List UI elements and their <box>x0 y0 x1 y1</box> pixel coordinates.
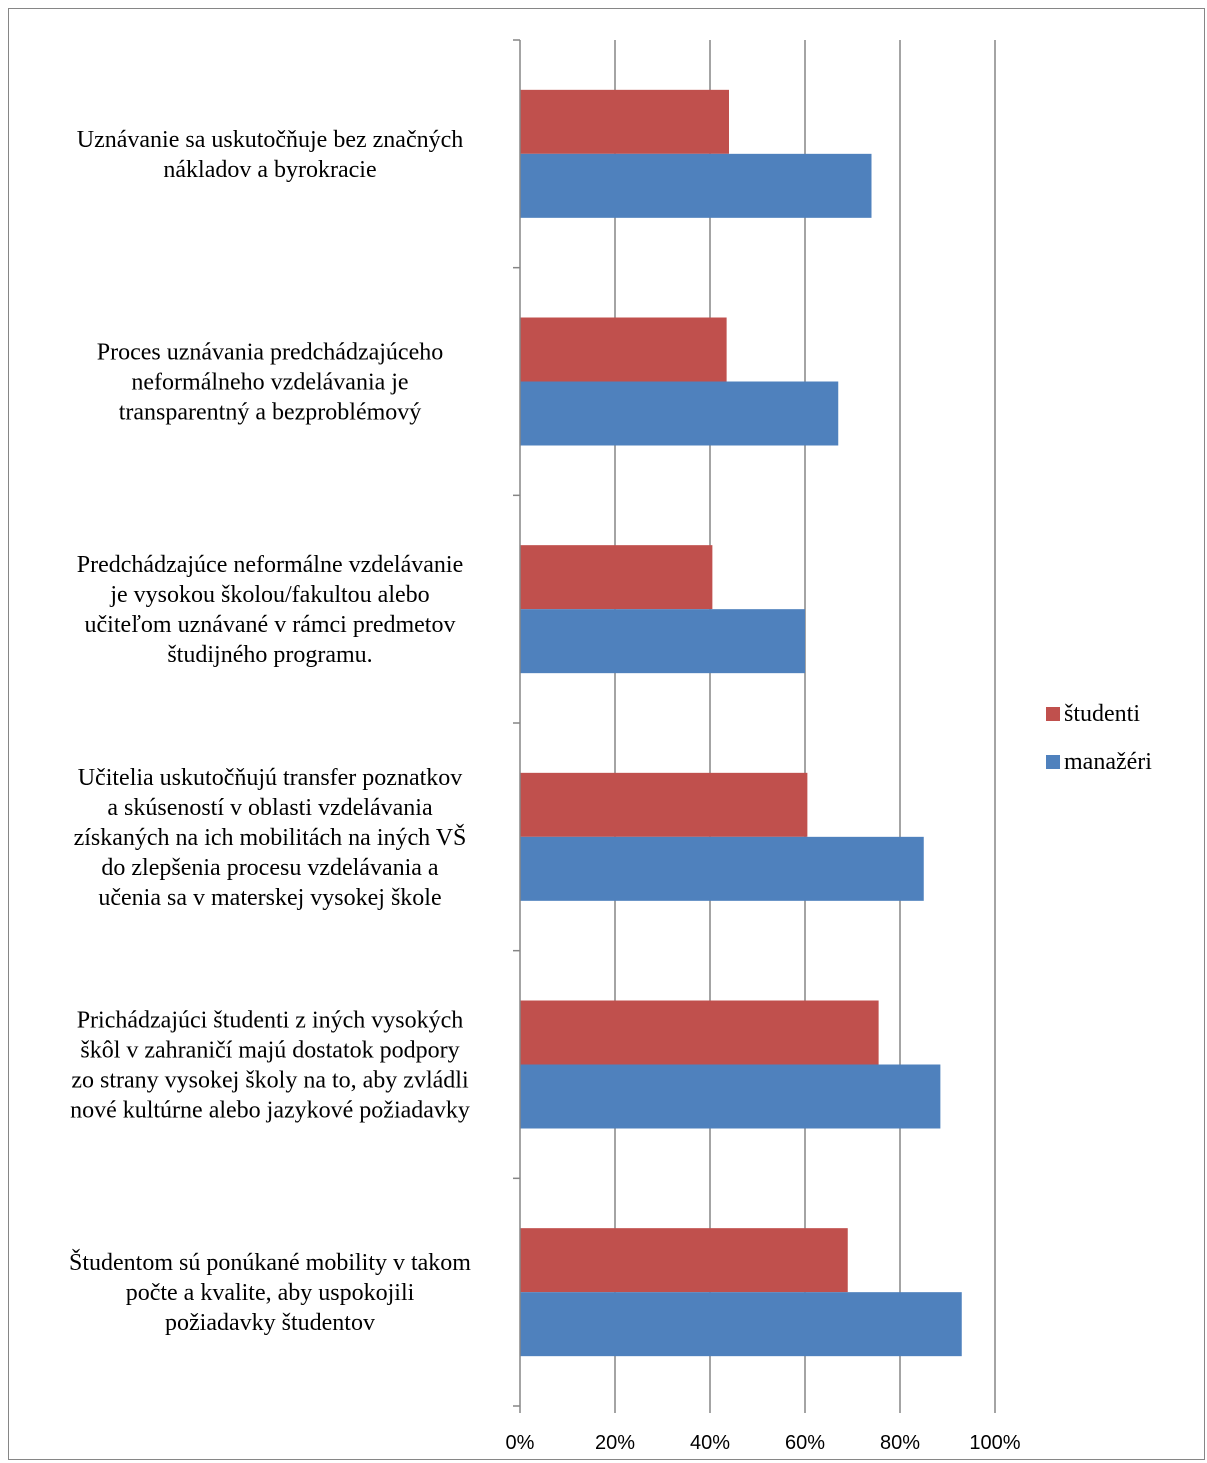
x-tick-label-40: 40% <box>690 1432 730 1454</box>
category-label-line: Prichádzajúci študenti z iných vysokých <box>77 1008 464 1034</box>
category-label-line: je vysokou školou/fakultou alebo <box>109 582 429 608</box>
category-label-5: Prichádzajúci študenti z iných vysokých š… <box>70 1008 470 1124</box>
x-tick-label-0: 0% <box>506 1432 535 1454</box>
category-label-line: Proces uznávania predchádzajúceho <box>97 340 444 366</box>
x-tick-label-20: 20% <box>595 1432 635 1454</box>
category-label-line: Študentom sú ponúkané mobility v takom <box>69 1249 471 1276</box>
x-tick-label-60: 60% <box>785 1432 825 1454</box>
category-label-line: učenia sa v materskej vysokej škole <box>98 885 441 911</box>
category-label-line: do zlepšenia procesu vzdelávania a <box>101 855 439 881</box>
category-label-line: Uznávanie sa uskutočňuje bez značných <box>77 127 464 153</box>
bar-studenti-5 <box>520 1000 879 1065</box>
category-label-4: Učitelia uskutočňujú transfer poznatkov a… <box>74 765 467 911</box>
category-label-3: Predchádzajúce neformálne vzdelávanie je … <box>77 552 463 668</box>
category-label-line: Učitelia uskutočňujú transfer poznatkov <box>78 765 463 791</box>
bar-studenti-1 <box>520 89 729 154</box>
bar-studenti-4 <box>520 772 808 837</box>
legend-swatch-manazeri <box>1046 755 1060 769</box>
category-label-6: Študentom sú ponúkané mobility v takom po… <box>69 1249 471 1336</box>
bar-manazeri-6 <box>520 1292 962 1357</box>
category-label-line: zo strany vysokej školy na to, aby zvlád… <box>71 1068 469 1094</box>
category-label-line: nové kultúrne alebo jazykové požiadavky <box>70 1098 470 1124</box>
bar-manazeri-5 <box>520 1064 941 1129</box>
category-label-line: študijného programu. <box>167 642 372 668</box>
bar-studenti-2 <box>520 317 727 382</box>
category-label-line: požiadavky študentov <box>165 1310 375 1336</box>
bar-manazeri-1 <box>520 153 872 218</box>
category-label-line: škôl v zahraničí majú dostatok podpory <box>80 1038 459 1064</box>
legend-label-studenti: študenti <box>1064 701 1140 727</box>
bar-studenti-6 <box>520 1228 848 1293</box>
bar-manazeri-2 <box>520 381 839 446</box>
x-tick-label-100: 100% <box>969 1432 1020 1454</box>
category-label-line: učiteľom uznávané v rámci predmetov <box>85 612 456 638</box>
category-label-line: nákladov a byrokracie <box>163 157 376 183</box>
bar-manazeri-3 <box>520 609 805 674</box>
category-label-line: počte a kvalite, aby uspokojili <box>126 1280 415 1306</box>
chart-frame <box>8 8 1205 1460</box>
category-label-1: Uznávanie sa uskutočňuje bez značných nák… <box>77 127 464 183</box>
category-label-line: získaných na ich mobilitách na iných VŠ <box>74 824 467 851</box>
category-label-2: Proces uznávania predchádzajúceho neformá… <box>97 340 444 426</box>
x-tick-label-80: 80% <box>880 1432 920 1454</box>
bar-manazeri-4 <box>520 836 924 901</box>
category-label-line: transparentný a bezproblémový <box>119 400 422 426</box>
category-label-line: Predchádzajúce neformálne vzdelávanie <box>77 552 463 578</box>
category-label-line: neformálneho vzdelávania je <box>131 370 408 396</box>
category-label-line: a skúseností v oblasti vzdelávania <box>107 795 433 821</box>
bar-studenti-3 <box>520 545 713 610</box>
legend-label-manazeri: manažéri <box>1064 749 1152 775</box>
legend-swatch-studenti <box>1046 707 1060 721</box>
